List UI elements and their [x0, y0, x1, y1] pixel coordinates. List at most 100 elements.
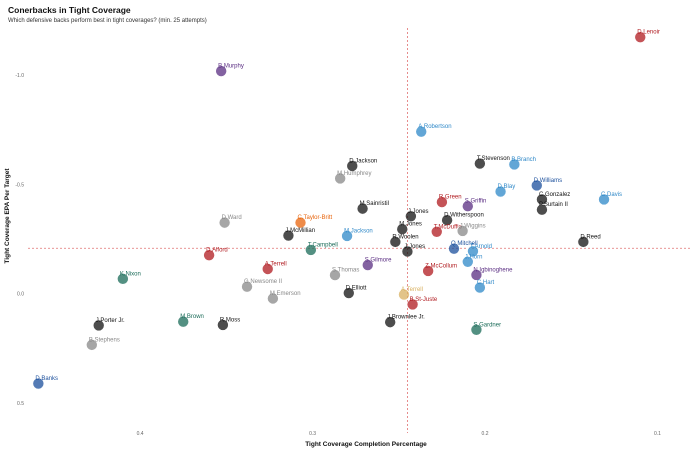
team-logo-marker [177, 315, 190, 328]
data-point[interactable]: G.Newsome II [241, 279, 283, 293]
data-point[interactable]: T.Arnold [467, 244, 492, 258]
point-label: J.Jones [404, 244, 425, 250]
data-point[interactable]: D.Witherspoon [441, 213, 484, 227]
data-point[interactable]: D.Jackson [346, 158, 378, 172]
team-logo-marker [436, 196, 448, 208]
team-logo-marker [470, 323, 483, 336]
data-point[interactable]: J.Porter Jr. [92, 318, 125, 332]
point-label: R.Woolen [392, 234, 418, 240]
y-tick-label: -0.5 [15, 182, 24, 188]
point-label: T.Stevenson [477, 156, 510, 162]
point-label: R.Green [439, 195, 462, 201]
point-label: C.Gonzalez [539, 192, 570, 198]
point-label: M.Jackson [344, 228, 373, 234]
team-logo-marker [218, 216, 231, 229]
data-point[interactable]: M.Jones [396, 222, 422, 235]
data-point[interactable]: Z.McCollum [422, 263, 458, 277]
data-point[interactable]: M.Emerson [267, 291, 301, 305]
data-point[interactable]: D.Banks [32, 376, 58, 390]
team-logo-marker [305, 244, 317, 256]
data-point[interactable]: A.Terrell [398, 287, 423, 301]
data-point[interactable]: R.Woolen [389, 234, 419, 248]
data-point[interactable]: N.Igbinoghene [470, 267, 513, 281]
team-logo-marker [530, 179, 543, 192]
data-point[interactable]: K.Nixon [117, 271, 141, 285]
reference-lines [28, 28, 692, 433]
data-point[interactable]: C.Hart [474, 280, 495, 294]
y-tick-label: -1.0 [15, 73, 24, 79]
team-logo-marker [494, 185, 507, 198]
team-logo-marker [577, 236, 590, 248]
data-point[interactable]: J.Wiggins [456, 223, 486, 237]
data-point[interactable]: T.Stevenson [474, 156, 510, 170]
data-point[interactable]: D.Reed [577, 234, 601, 248]
data-point[interactable]: D.Elliott [342, 286, 367, 299]
point-label: S.Griffin [465, 199, 487, 205]
point-label: Z.McCollum [425, 263, 457, 269]
data-point[interactable]: D.Williams [530, 178, 562, 192]
data-point[interactable]: S.Thomas [329, 268, 359, 281]
point-label: T.Campbell [308, 242, 338, 248]
data-point[interactable]: C.Davis [598, 192, 623, 206]
data-point[interactable]: D.Lenoir [634, 30, 660, 43]
data-point[interactable]: B.Branch [508, 157, 536, 171]
data-point[interactable]: S.Gardner [470, 322, 501, 336]
data-point[interactable]: J.Jones [401, 244, 425, 258]
data-point[interactable]: J.McMillian [282, 228, 315, 242]
point-label: S.Thomas [332, 268, 359, 274]
data-point[interactable]: D.Blay [494, 184, 515, 198]
point-label: D.Williams [534, 178, 562, 184]
data-point[interactable]: R.Moss [217, 317, 240, 331]
point-label: B.Branch [511, 157, 536, 163]
point-label: M.Emerson [270, 291, 301, 297]
team-logo-marker [282, 229, 295, 242]
team-logo-marker [117, 273, 129, 285]
data-point[interactable]: M.Brown [177, 314, 204, 328]
data-point[interactable]: J.Brownlee Jr. [384, 315, 426, 328]
data-point[interactable]: T.McDuffie [430, 224, 463, 238]
data-point[interactable]: R.Green [436, 195, 462, 208]
data-point[interactable]: Q.Mitchell [448, 241, 478, 255]
team-logo-marker [467, 245, 479, 258]
point-label: A.Terrell [401, 287, 423, 293]
point-label: D.Banks [35, 376, 58, 382]
team-logo-marker [401, 245, 414, 258]
data-point[interactable]: S.Gilmore [361, 258, 392, 271]
data-point[interactable]: C.Taylor-Britt [294, 215, 333, 229]
point-label: J.Horn [465, 254, 483, 260]
data-point[interactable]: D.Alford [203, 248, 228, 262]
data-point[interactable]: A.Robertson [415, 124, 452, 138]
data-point[interactable]: M.Humphrey [334, 171, 372, 185]
team-logo-marker [92, 319, 105, 332]
team-logo-marker [294, 216, 307, 229]
point-label: B.St-Juste [410, 297, 438, 303]
point-label: D.Jackson [349, 158, 377, 164]
point-label: P.Surtain II [539, 202, 568, 208]
team-logo-marker [398, 288, 410, 301]
data-point[interactable]: S.Griffin [461, 199, 487, 213]
data-point[interactable]: J.Jones [405, 209, 429, 223]
team-logo-marker [217, 319, 229, 331]
point-label: C.Davis [601, 192, 622, 198]
point-label: D.Lenoir [637, 30, 660, 36]
x-axis-label: Tight Coverage Completion Percentage [305, 441, 427, 448]
team-logo-marker [203, 249, 215, 262]
team-logo-marker [215, 65, 227, 77]
team-logo-marker [384, 316, 396, 328]
data-point[interactable]: B.Murphy [215, 64, 244, 77]
point-label: J.McMillian [285, 228, 315, 234]
data-point[interactable]: M.Sainristil [356, 201, 389, 215]
data-point[interactable]: P.Surtain II [536, 202, 568, 216]
chart-subtitle: Which defensive backs perform best in ti… [8, 18, 207, 24]
team-logo-marker [461, 200, 474, 213]
data-point[interactable]: D.Ward [218, 215, 242, 229]
data-point[interactable]: J.Horn [461, 254, 483, 268]
data-point[interactable]: T.Campbell [305, 242, 338, 256]
data-point[interactable]: B.Stephens [86, 337, 120, 351]
data-point[interactable]: A.Terrell [261, 261, 287, 275]
team-logo-marker [329, 269, 341, 281]
data-point[interactable]: B.St-Juste [406, 297, 438, 311]
point-label: D.Alford [206, 248, 228, 254]
data-point[interactable]: M.Jackson [341, 228, 373, 242]
